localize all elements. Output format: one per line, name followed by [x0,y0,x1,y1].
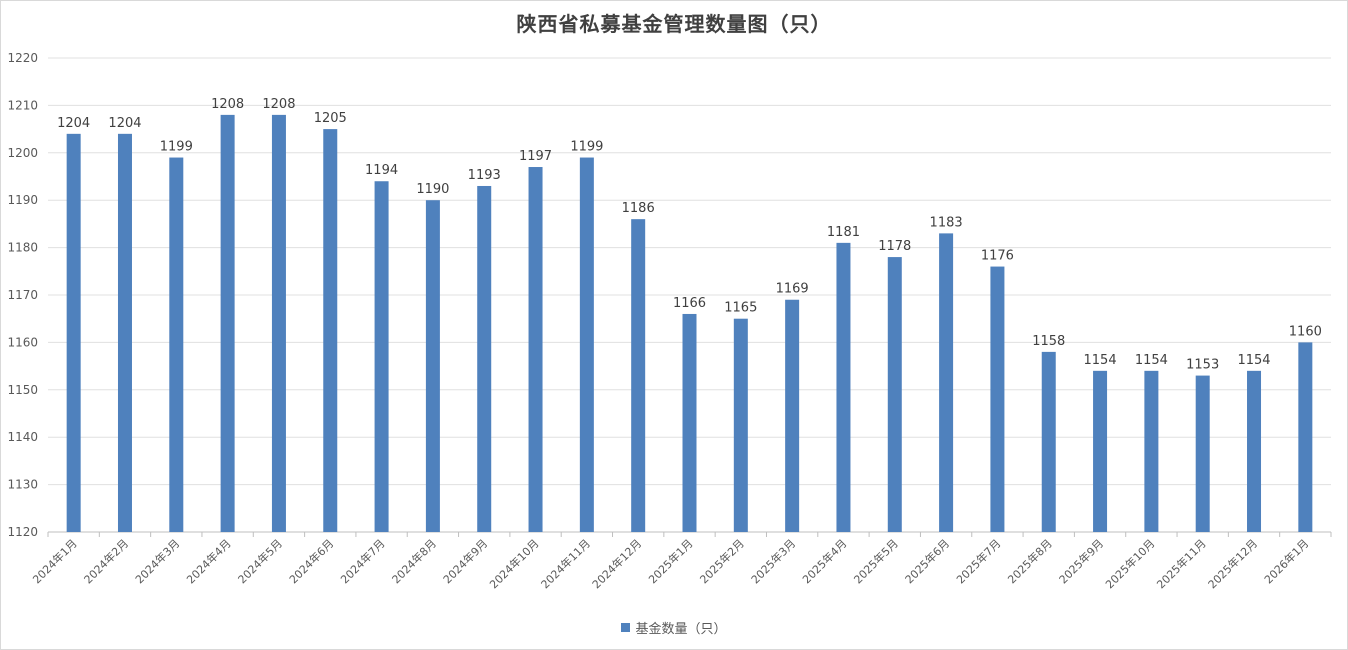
data-label: 1190 [416,182,449,197]
bar [528,167,543,532]
bar [117,133,132,532]
y-tick-label: 1120 [7,525,38,539]
x-tick-label: 2024年1月 [30,536,80,586]
data-label: 1154 [1237,353,1270,368]
data-label: 1205 [314,111,347,126]
x-tick-label: 2025年8月 [1005,536,1055,586]
data-label: 1208 [262,97,295,112]
x-tick-label: 2024年6月 [286,536,336,586]
x-tick-label: 2025年12月 [1205,536,1260,591]
bar [733,318,748,532]
x-tick-label: 2025年10月 [1102,536,1157,591]
x-tick-label: 2025年5月 [851,536,901,586]
x-tick-label: 2025年3月 [748,536,798,586]
bar [477,185,492,533]
x-tick-label: 2025年11月 [1154,536,1209,591]
x-tick-label: 2024年5月 [235,536,285,586]
x-tick-label: 2024年2月 [81,536,131,586]
data-label: 1194 [365,163,398,178]
x-tick-label: 2024年10月 [487,536,542,591]
y-tick-label: 1160 [7,335,38,349]
data-label: 1204 [108,116,141,131]
x-tick-label: 2025年1月 [645,536,695,586]
data-label: 1154 [1135,353,1168,368]
x-tick-label: 2025年4月 [799,536,849,586]
bar [1093,370,1108,532]
bar [1247,370,1262,532]
x-tick-label: 2024年9月 [440,536,490,586]
bar [887,257,902,532]
x-tick-label: 2024年3月 [132,536,182,586]
data-label: 1193 [468,168,501,183]
y-tick-label: 1150 [7,383,38,397]
x-tick-label: 2024年7月 [337,536,387,586]
data-label: 1166 [673,296,706,311]
bar [374,181,389,533]
data-label: 1186 [622,201,655,216]
bar [682,313,697,532]
y-tick-label: 1140 [7,430,38,444]
bar [271,114,286,532]
data-label: 1165 [724,301,757,316]
bar [169,157,184,533]
data-label: 1176 [981,249,1014,264]
data-label: 1169 [776,282,809,297]
x-tick-label: 2024年8月 [389,536,439,586]
bar [939,233,954,532]
data-label: 1158 [1032,334,1065,349]
legend-swatch [621,623,631,632]
bar [785,299,800,532]
data-label: 1153 [1186,358,1219,373]
y-tick-label: 1180 [7,241,38,255]
data-label: 1199 [160,140,193,155]
data-label: 1154 [1084,353,1117,368]
bar [323,129,338,532]
x-tick-label: 2025年9月 [1056,536,1106,586]
chart-title: 陕西省私募基金管理数量图（只） [516,12,832,36]
data-label: 1181 [827,225,860,240]
x-tick-label: 2024年4月 [184,536,234,586]
legend: 基金数量（只） [0,618,1348,637]
bar [1195,375,1210,532]
bar [990,266,1005,532]
x-tick-label: 2025年2月 [697,536,747,586]
bar [1041,351,1056,532]
data-label: 1208 [211,97,244,112]
y-tick-label: 1210 [7,98,38,112]
data-label: 1183 [930,215,963,230]
y-tick-label: 1130 [7,478,38,492]
x-tick-label: 2026年1月 [1261,536,1311,586]
bar [579,157,594,533]
bar [220,114,235,532]
bar [425,200,440,532]
data-label: 1178 [878,239,911,254]
x-tick-label: 2025年7月 [953,536,1003,586]
y-tick-label: 1170 [7,288,38,302]
legend-label: 基金数量（只） [635,622,727,637]
data-label: 1160 [1289,324,1322,339]
bar [1144,370,1159,532]
y-tick-label: 1200 [7,146,38,160]
bar [836,242,851,533]
x-tick-label: 2024年12月 [589,536,644,591]
data-label: 1199 [570,140,603,155]
x-tick-label: 2024年11月 [538,536,593,591]
data-label: 1197 [519,149,552,164]
data-label: 1204 [57,116,90,131]
y-tick-label: 1190 [7,193,38,207]
x-tick-label: 2025年6月 [902,536,952,586]
y-tick-label: 1220 [7,51,38,65]
bar [631,219,646,532]
bar [1298,342,1313,532]
bar [66,133,81,532]
